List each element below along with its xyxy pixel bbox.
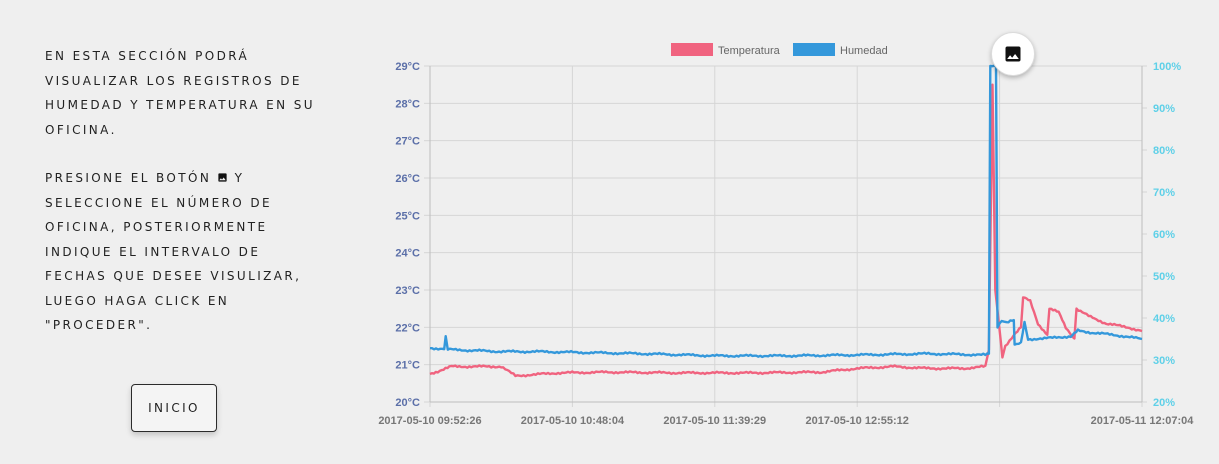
image-icon [1005, 46, 1021, 62]
x-tick-label: 2017-05-10 12:55:12 [806, 415, 909, 427]
y-left-tick-label: 29°C [395, 61, 420, 73]
chart-legend[interactable]: Temperatura Humedad [671, 43, 888, 57]
y-right-tick-label: 90% [1153, 103, 1175, 115]
inicio-button[interactable]: INICIO [131, 384, 217, 432]
instructions-paragraph-1: En esta sección podrá visualizar los reg… [45, 49, 315, 137]
y-right-tick-label: 70% [1153, 187, 1175, 199]
legend-label-temperatura: Temperatura [718, 45, 781, 57]
legend-swatch-humedad [793, 43, 835, 56]
image-icon [218, 173, 228, 182]
y-left-tick-label: 27°C [395, 136, 420, 148]
series-line-humedad [430, 64, 1143, 359]
y-left-tick-label: 22°C [395, 322, 420, 334]
y-right-tick-label: 20% [1153, 397, 1175, 409]
y-right-tick-label: 30% [1153, 355, 1175, 367]
y-left-tick-label: 23°C [395, 285, 420, 297]
x-tick-label: 2017-05-10 11:39:29 [663, 415, 766, 427]
plot-area [430, 66, 1142, 402]
y-right-tick-label: 100% [1153, 61, 1181, 73]
y-left-tick-label: 24°C [395, 248, 420, 260]
y-left-tick-label: 21°C [395, 360, 420, 372]
chart-grid [429, 65, 1143, 407]
legend-swatch-temperatura [671, 43, 713, 56]
x-tick-label: 2017-05-10 09:52:26 [378, 415, 481, 427]
y-right-tick-label: 50% [1153, 271, 1175, 283]
y-right-tick-label: 80% [1153, 145, 1175, 157]
instructions-text: En esta sección podrá visualizar los reg… [45, 44, 320, 338]
image-button[interactable] [991, 32, 1035, 76]
x-tick-label: 2017-05-10 10:48:04 [521, 415, 625, 427]
chart-series [429, 64, 1143, 378]
instructions-paragraph-2-start: Presione el botón [45, 171, 212, 185]
legend-label-humedad: Humedad [840, 45, 888, 57]
y-left-tick-label: 26°C [395, 173, 420, 185]
y-left-tick-label: 28°C [395, 98, 420, 110]
x-tick-label: 2017-05-11 12:07:04 [1091, 415, 1195, 427]
y-right-tick-label: 40% [1153, 313, 1175, 325]
instructions-paragraph-2-end: y seleccione el número de oficina, poste… [45, 171, 302, 332]
series-line-temperatura [429, 83, 1143, 378]
chart-axes: 20°C 21°C 22°C 23°C 24°C 25°C 26°C 27°C 28°C 29°C… [378, 61, 1194, 427]
y-right-tick-label: 60% [1153, 229, 1175, 241]
instructions-paragraph-2: Presione el botón y seleccione el número… [45, 166, 320, 338]
y-left-tick-label: 20°C [395, 397, 420, 409]
y-left-tick-label: 25°C [395, 210, 420, 222]
